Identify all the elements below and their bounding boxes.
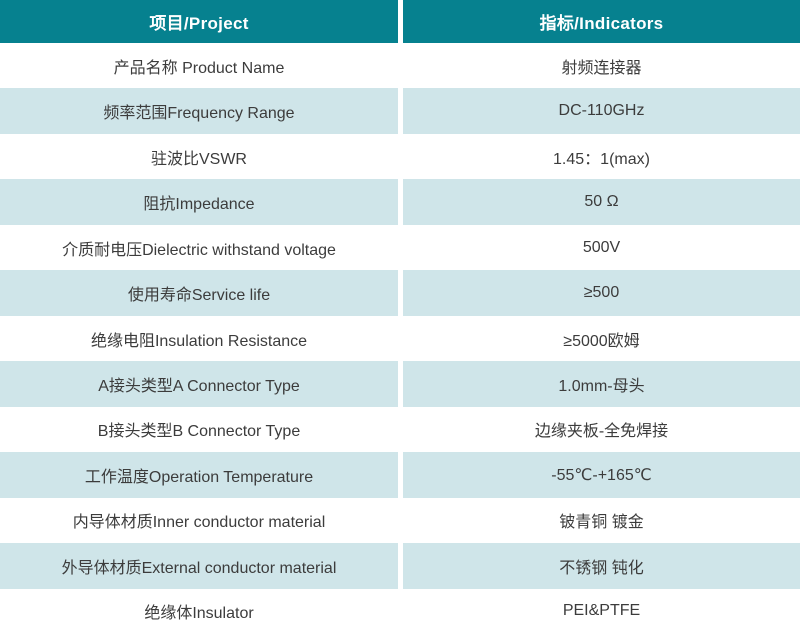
table-row: 绝缘电阻Insulation Resistance ≥5000欧姆 [0, 315, 800, 362]
indicator-cell: DC-110GHz [403, 88, 800, 134]
table-row: 阻抗Impedance 50 Ω [0, 179, 800, 225]
table-row: B接头类型B Connector Type 边缘夹板-全免焊接 [0, 406, 800, 453]
column-header-project: 项目/Project [0, 0, 398, 43]
column-header-indicators: 指标/Indicators [403, 0, 800, 43]
project-cell: B接头类型B Connector Type [0, 406, 398, 453]
indicator-cell: -55℃-+165℃ [403, 452, 800, 498]
table-row: 产品名称 Product Name 射频连接器 [0, 43, 800, 89]
project-cell: 介质耐电压Dielectric withstand voltage [0, 224, 398, 271]
indicator-cell: 不锈钢 钝化 [403, 543, 800, 589]
project-cell: 绝缘体Insulator [0, 588, 398, 634]
indicator-cell: 1.0mm-母头 [403, 361, 800, 407]
table-row: 驻波比VSWR 1.45：1(max) [0, 133, 800, 180]
indicator-cell: 射频连接器 [403, 43, 800, 89]
project-cell: 内导体材质Inner conductor material [0, 497, 398, 544]
table-row: A接头类型A Connector Type 1.0mm-母头 [0, 361, 800, 407]
indicator-cell: 500V [403, 224, 800, 271]
project-cell: 绝缘电阻Insulation Resistance [0, 315, 398, 362]
indicator-cell: 50 Ω [403, 179, 800, 225]
project-cell: A接头类型A Connector Type [0, 361, 398, 407]
indicator-cell: PEI&PTFE [403, 588, 800, 634]
table-row: 内导体材质Inner conductor material 铍青铜 镀金 [0, 497, 800, 544]
table-row: 介质耐电压Dielectric withstand voltage 500V [0, 224, 800, 271]
project-cell: 工作温度Operation Temperature [0, 452, 398, 498]
table-header-row: 项目/Project 指标/Indicators [0, 0, 800, 43]
project-cell: 频率范围Frequency Range [0, 88, 398, 134]
project-cell: 产品名称 Product Name [0, 43, 398, 89]
indicator-cell: ≥5000欧姆 [403, 315, 800, 362]
table-row: 频率范围Frequency Range DC-110GHz [0, 88, 800, 134]
project-cell: 驻波比VSWR [0, 133, 398, 180]
indicator-cell: 1.45：1(max) [403, 133, 800, 180]
indicator-cell: 边缘夹板-全免焊接 [403, 406, 800, 453]
indicator-cell: ≥500 [403, 270, 800, 316]
table-row: 使用寿命Service life ≥500 [0, 270, 800, 316]
table-row: 工作温度Operation Temperature -55℃-+165℃ [0, 452, 800, 498]
project-cell: 阻抗Impedance [0, 179, 398, 225]
table-row: 绝缘体Insulator PEI&PTFE [0, 588, 800, 634]
indicator-cell: 铍青铜 镀金 [403, 497, 800, 544]
project-cell: 外导体材质External conductor material [0, 543, 398, 589]
project-cell: 使用寿命Service life [0, 270, 398, 316]
table-row: 外导体材质External conductor material 不锈钢 钝化 [0, 543, 800, 589]
